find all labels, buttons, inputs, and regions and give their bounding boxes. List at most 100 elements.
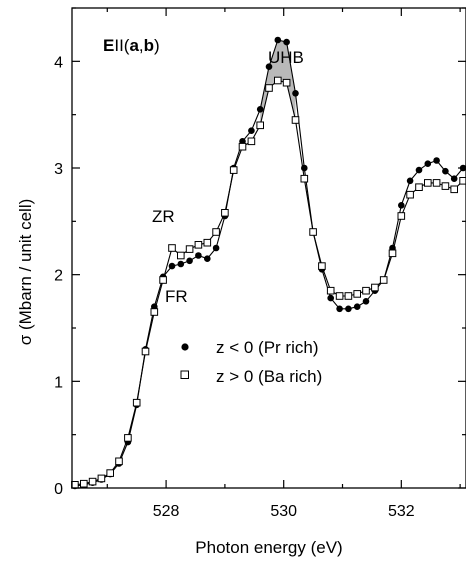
series-2-point <box>132 398 141 407</box>
series-2-point <box>247 137 256 146</box>
panel-label-b: b <box>144 36 154 55</box>
series-2-line <box>74 79 464 486</box>
series-1-point <box>406 177 414 185</box>
series-1-point <box>433 157 440 164</box>
series-2-point <box>124 434 132 442</box>
series-1-point <box>353 303 361 311</box>
series-2-point <box>194 241 203 249</box>
series-2-point <box>441 182 450 190</box>
series-1-point <box>424 160 432 167</box>
series-2-point <box>291 116 300 124</box>
series-1-point <box>292 90 299 97</box>
annotation-uhb: UHB <box>268 48 304 67</box>
x-tick-label: 532 <box>388 503 415 520</box>
series-1-point <box>345 305 352 313</box>
y-axis-ticks: 0 1 2 3 4 <box>54 7 466 498</box>
series-2-point <box>335 292 344 300</box>
series-2-point <box>265 84 273 92</box>
series-2-point <box>424 179 432 187</box>
series-2-point <box>309 228 317 236</box>
series-2-point <box>88 477 97 486</box>
x-axis-ticks: 528 530 532 <box>106 8 461 520</box>
series-1-point <box>362 298 370 305</box>
series-1-point <box>265 63 273 70</box>
panel-label: EII(a,b) <box>103 36 160 55</box>
series-2-point <box>344 292 353 300</box>
shaded-difference-layer <box>260 40 296 126</box>
series-2-point <box>221 209 229 217</box>
series-2-point <box>106 469 115 477</box>
x-tick-label: 530 <box>270 503 297 520</box>
series-2-point <box>388 249 397 258</box>
series-1-point <box>248 127 255 134</box>
panel-label-e: E <box>103 36 114 55</box>
series-lines-layer <box>74 39 464 487</box>
y-axis-label: σ (Mbarn / unit cell) <box>16 199 35 346</box>
series-2-point <box>177 251 185 260</box>
shaded-difference-region <box>260 40 296 126</box>
series-2-point <box>97 474 106 483</box>
series-2-point <box>353 290 361 298</box>
series-2-point <box>318 262 326 270</box>
series-1-point <box>204 255 211 262</box>
series-1-point <box>442 167 449 175</box>
series-2-point <box>159 276 167 284</box>
panel-label-comma: , <box>139 36 144 55</box>
y-tick-label: 3 <box>54 161 63 178</box>
series-1-point <box>301 164 308 172</box>
series-2-point <box>141 347 150 356</box>
series-1-point <box>195 252 202 259</box>
y-tick-label: 2 <box>54 268 63 285</box>
series-1-point <box>177 260 185 268</box>
x-tick-label: 528 <box>153 503 180 520</box>
series-1-point <box>212 244 220 252</box>
series-2-point <box>432 179 441 187</box>
panel-label-a: a <box>129 36 139 55</box>
series-2-point <box>229 166 238 174</box>
series-2-point <box>300 174 309 183</box>
series-2-point <box>80 479 88 488</box>
series-2-point <box>450 185 458 194</box>
y-tick-label: 4 <box>54 54 63 71</box>
series-2-point <box>115 457 123 466</box>
series-1-point <box>450 175 458 182</box>
legend-marker-series-1 <box>181 343 189 351</box>
legend-label-series-1: z < 0 (Pr rich) <box>216 338 319 357</box>
series-2-point <box>274 76 282 85</box>
legend-label-series-2: z > 0 (Ba rich) <box>216 367 322 386</box>
y-tick-label: 0 <box>54 481 63 498</box>
x-axis-label: Photon energy (eV) <box>195 538 342 557</box>
annotation-fr: FR <box>165 287 188 306</box>
series-1-point <box>283 38 290 46</box>
series-2-point <box>212 228 220 236</box>
series-1-point <box>256 106 264 113</box>
panel-label-par: II( <box>114 36 129 55</box>
series-1-point <box>327 294 335 302</box>
series-2-point <box>362 286 370 295</box>
series-2-point <box>238 142 247 151</box>
series-2-point <box>256 121 264 130</box>
series-2-point <box>371 283 379 292</box>
series-2-point <box>379 276 388 284</box>
legend: z < 0 (Pr rich) z > 0 (Ba rich) <box>180 338 322 386</box>
series-2-point <box>415 183 423 191</box>
series-2-point <box>185 245 194 253</box>
series-2-point <box>406 190 414 199</box>
legend-marker-series-2 <box>180 370 189 379</box>
series-1-point <box>398 202 405 209</box>
annotation-zr: ZR <box>152 207 175 226</box>
series-2-point <box>168 244 176 252</box>
y-tick-label: 1 <box>54 374 63 391</box>
series-1-point <box>274 36 282 44</box>
series-markers-layer <box>71 36 466 490</box>
series-1-point <box>336 305 343 313</box>
series-2-point <box>397 212 406 220</box>
series-2-point <box>326 286 335 295</box>
series-2-point <box>150 308 159 316</box>
series-1-point <box>186 257 193 265</box>
series-1-point <box>415 166 423 174</box>
series-2-point <box>282 78 291 87</box>
series-1-point <box>168 262 176 270</box>
plot-frame <box>71 7 466 489</box>
